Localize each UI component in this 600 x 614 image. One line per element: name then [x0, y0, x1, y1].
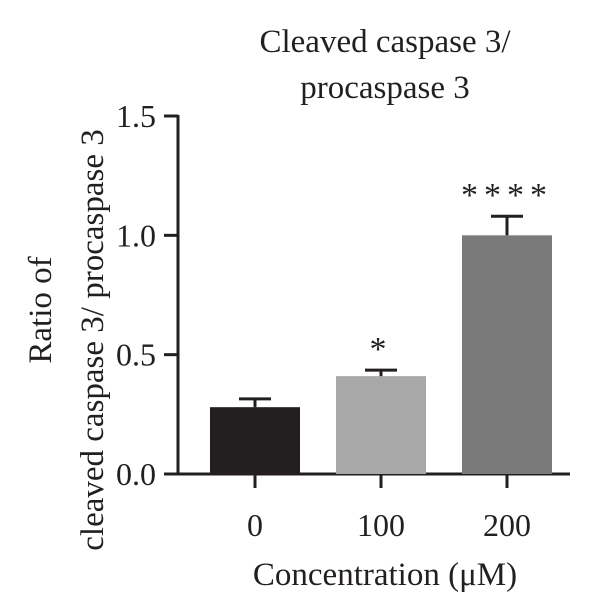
- x-axis: 0 100 200: [177, 472, 570, 543]
- bar: [336, 376, 426, 474]
- y-tick-label: 1.5: [116, 98, 156, 134]
- y-axis-label-line-2: cleaved caspase 3/ procaspase 3: [75, 129, 111, 550]
- bar: [210, 407, 300, 474]
- chart-title-line-2: procaspase 3: [300, 70, 470, 106]
- x-tick-label: 200: [483, 507, 531, 543]
- bar: [462, 235, 552, 474]
- x-tick-label: 100: [357, 507, 405, 543]
- y-axis-label-line-1: Ratio of: [23, 256, 59, 363]
- chart-title-line-1: Cleaved caspase 3/: [259, 24, 511, 60]
- significance-label: ****: [461, 177, 553, 214]
- y-axis: 0.0 0.5 1.0 1.5: [116, 98, 180, 492]
- y-tick-label: 0.0: [116, 456, 156, 492]
- x-tick-label: 0: [247, 507, 263, 543]
- bars: *****: [210, 177, 553, 474]
- y-tick-label: 1.0: [116, 217, 156, 253]
- y-tick-label: 0.5: [116, 337, 156, 373]
- x-axis-label: Concentration (μM): [253, 557, 517, 593]
- significance-label: *: [370, 331, 393, 368]
